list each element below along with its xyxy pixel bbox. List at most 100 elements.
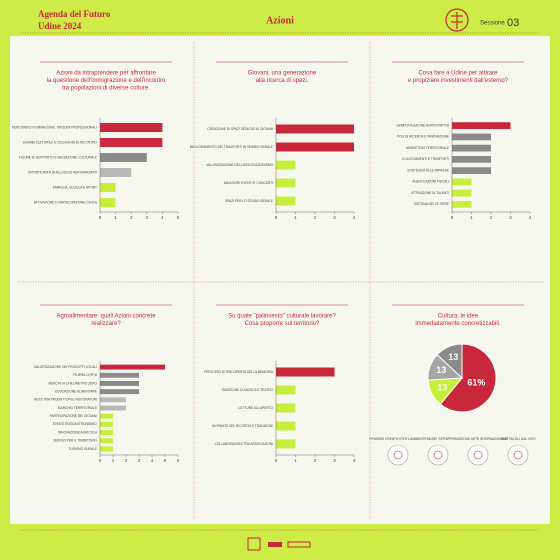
category-label: Partecipazione dei giovani [50,414,98,418]
x-tick-label: 2 [490,215,493,220]
category-label: Maggiori eventi e concerti [224,181,273,185]
category-label: Turismo rurale [68,447,97,451]
x-tick-label: 5 [164,458,167,463]
category-label: Innovazione agricola [58,430,98,434]
bar [276,142,354,152]
category-label: Percorsi di formazione, tirocini profess… [12,125,97,129]
idea-label: Pensieri creativi per l'ambiente [369,437,426,441]
bar [100,438,113,444]
bar [100,405,126,411]
x-tick-label: 3 [333,215,336,220]
category-label: Attrazione di talenti [411,191,449,195]
category-label: Percorsi di riscoperta della memoria [204,370,274,374]
x-tick-label: 4 [151,458,154,463]
x-tick-label: 0 [451,215,454,220]
bar [100,183,116,192]
chart-title: Azioni da intraprendere per affrontare [56,71,156,77]
chart-title: Giovani, una generazione [248,71,317,77]
x-tick-label: 2 [314,215,317,220]
slice-label: 13 [437,382,447,392]
bar [452,122,511,129]
footer-logo [287,541,311,548]
idea-icon [473,450,483,460]
pie-slice [439,343,497,413]
bar [452,156,491,163]
category-label: Attivazione e partecipazione civica [34,200,98,204]
idea-icon [513,450,523,460]
bar [452,167,491,174]
category-label: Semplificazione burocratica [396,123,449,127]
category-label: Collaborazioni tra associazioni [215,442,274,446]
x-tick-label: 1 [114,215,117,220]
bar [452,144,491,152]
bar [100,430,113,435]
x-tick-label: 0 [99,458,102,463]
x-tick-label: 1 [112,458,115,463]
x-tick-label: 4 [353,458,356,463]
category-label: Servizi per il territorio [53,439,97,443]
bar [276,196,296,206]
bar [100,446,113,452]
category-label: Miglioramento dei trasporti in orario se… [190,145,273,149]
logo [445,8,469,32]
x-tick-label: 0 [99,215,102,220]
bar [100,397,126,403]
category-label: Spazi per lo studio serale [225,199,273,203]
category-label: Agevolazioni fiscali [412,180,449,184]
bar [452,189,472,197]
bar [100,421,113,427]
idea-label: Promozione arte internazionale [448,437,507,441]
x-tick-label: 0 [275,458,278,463]
category-label: Marchio territoriale [58,406,97,410]
header-title: Agenda del Futuro [38,9,111,19]
footer-logo [268,542,282,547]
category-label: Eventi enogastronomici [53,422,97,426]
category-label: Giornate del ricordo e tradizioni [212,424,273,428]
category-label: Letture all'aperto [238,406,273,410]
slice-label: 13 [436,365,446,375]
category-label: Sistema delle fiere [414,202,449,206]
bar [276,124,354,134]
category-label: Figure di supporto e mediazione cultural… [19,155,97,159]
category-label: Rete tra produttori e ristoratori [34,398,97,402]
x-tick-label: 0 [275,215,278,220]
bar [276,178,296,188]
chart-title: Cosa fare a Udine per attirare [418,71,498,77]
bar [100,364,165,370]
category-label: Opportunità di alloggio per immigrati [28,170,97,174]
bar [452,201,472,208]
x-tick-label: 1 [294,458,297,463]
chart-title: Cultura: le idee [438,314,479,320]
footer-logo [247,537,261,551]
chart-title: Su quale "palinsesto" culturale lavorare… [228,314,336,320]
bar [100,168,132,177]
category-label: Poli di ricerca e innovazione [397,135,449,139]
bar [100,389,139,395]
category-label: Famiglia, scuola e sport [53,185,97,189]
bar [100,198,116,207]
bar [452,133,491,141]
bar [100,413,113,419]
chart-title: Cosa proporre sul territorio? [245,321,320,327]
category-label: Marketing territoriale [406,146,449,150]
bar [276,160,296,170]
x-tick-label: 6 [177,458,180,463]
x-tick-label: 1 [470,215,473,220]
x-tick-label: 4 [353,215,356,220]
bar [100,381,139,386]
idea-icon [427,444,449,466]
category-label: Valorizzazione dell'associazionismo [206,163,273,167]
x-tick-label: 2 [125,458,128,463]
category-label: Filiera corta [73,373,97,377]
x-tick-label: 3 [146,215,149,220]
idea-icon [387,444,409,466]
category-label: Educazione alimentare [55,389,97,393]
x-tick-label: 3 [333,458,336,463]
slice-label: 13 [448,352,458,362]
pie-slice [436,343,463,380]
x-tick-label: 4 [161,215,164,220]
x-tick-label: 4 [529,215,532,220]
category-label: Creazione di spazi dedicati ai giovani [207,127,273,131]
chart-title: e propiziare investimenti dall'esterno? [408,78,509,84]
